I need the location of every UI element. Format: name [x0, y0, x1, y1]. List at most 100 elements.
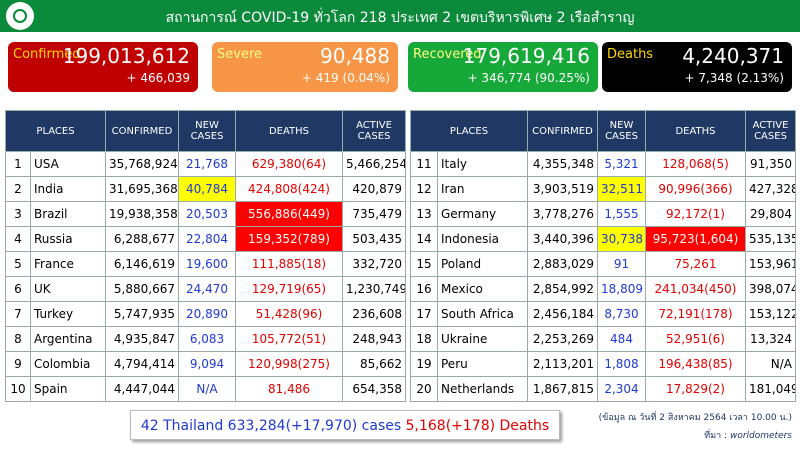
- title: สถานการณ์ COVID-19 ทั่วโลก 218 ประเทศ 2 …: [165, 10, 635, 26]
- table-cell: 556,886(449): [235, 201, 343, 227]
- source: worldometers: [729, 431, 792, 441]
- table-cell: 3: [5, 201, 31, 227]
- table-cell: Peru: [437, 351, 528, 377]
- data-table: PLACES CONFIRMED NEW CASES DEATHS ACTIVE CAS…: [5, 110, 406, 402]
- date-note: (ข้อมูล ณ วันที่ 2 สิงหาคม 2564 เวลา 10.…: [598, 413, 792, 423]
- table-cell: 120,998(275): [235, 351, 343, 377]
- table-cell: 8,730: [597, 301, 646, 327]
- table-cell: 1,555: [597, 201, 646, 227]
- table-cell: 153,122: [745, 301, 796, 327]
- column-header: ACTIVE CASES: [342, 110, 406, 152]
- table-cell: 2,113,201: [527, 351, 598, 377]
- table-row: 9 Colombia 4,794,414 9,094 120,998(275) 85,66…: [5, 351, 406, 377]
- table-cell: 81,486: [235, 376, 343, 402]
- table-row: 20 Netherlands 1,867,815 2,304 17,829(2) 181,…: [410, 376, 796, 402]
- source-note: ที่มา : worldometers: [704, 428, 792, 442]
- table-cell: 24,470: [178, 276, 236, 302]
- table-row: 3 Brazil 19,938,358 20,503 556,886(449) 735,4…: [5, 201, 406, 227]
- table-cell: 2,253,269: [527, 326, 598, 352]
- table-cell: Indonesia: [437, 226, 528, 252]
- table-cell: 398,074: [745, 276, 796, 302]
- table-cell: 13,324: [745, 326, 796, 352]
- card-value: 199,013,612: [62, 44, 190, 68]
- table-cell: 19: [410, 351, 438, 377]
- card-value: 4,240,371: [682, 44, 784, 68]
- table-cell: Brazil: [30, 201, 106, 227]
- table-cell: 10: [5, 376, 31, 402]
- table-cell: 20: [410, 376, 438, 402]
- table-cell: 129,719(65): [235, 276, 343, 302]
- table-cell: 17: [410, 301, 438, 327]
- table-cell: 1,230,749: [342, 276, 406, 302]
- table-cell: 236,608: [342, 301, 406, 327]
- table-row: 17 South Africa 2,456,184 8,730 72,191(178) 1…: [410, 301, 796, 327]
- table-cell: 14: [410, 226, 438, 252]
- column-header: DEATHS: [645, 110, 746, 152]
- table-cell: Italy: [437, 151, 528, 177]
- header-row: PLACES CONFIRMED NEW CASES DEATHS ACTIVE CAS…: [5, 110, 406, 152]
- table-cell: 22,804: [178, 226, 236, 252]
- table-cell: 20,503: [178, 201, 236, 227]
- table-cell: Netherlands: [437, 376, 528, 402]
- table-cell: 3,440,396: [527, 226, 598, 252]
- table-cell: 427,328: [745, 176, 796, 202]
- table-cell: 18,809: [597, 276, 646, 302]
- column-header: CONFIRMED: [527, 110, 598, 152]
- table-cell: 181,049: [745, 376, 796, 402]
- table-cell: 75,261: [645, 251, 746, 277]
- header-bar: สถานการณ์ COVID-19 ทั่วโลก 218 ประเทศ 2 …: [0, 0, 800, 32]
- table-cell: 9: [5, 351, 31, 377]
- table-row: 12 Iran 3,903,519 32,511 90,996(366) 427,328: [410, 176, 796, 202]
- table-cell: 5,747,935: [105, 301, 179, 327]
- table-cell: 248,943: [342, 326, 406, 352]
- table-cell: 654,358: [342, 376, 406, 402]
- table-cell: 11: [410, 151, 438, 177]
- table-cell: 5: [5, 251, 31, 277]
- table-cell: 8: [5, 326, 31, 352]
- table-cell: 2,304: [597, 376, 646, 402]
- table-cell: 3,903,519: [527, 176, 598, 202]
- table-cell: Iran: [437, 176, 528, 202]
- table-row: 14 Indonesia 3,440,396 30,738 95,723(1,604) 5…: [410, 226, 796, 252]
- table-cell: 16: [410, 276, 438, 302]
- card-value: 90,488: [320, 44, 390, 68]
- table-cell: 735,479: [342, 201, 406, 227]
- column-header: PLACES: [5, 110, 106, 152]
- table-cell: 32,511: [597, 176, 646, 202]
- card-change: + 419 (0.04%): [301, 71, 390, 85]
- table-row: 16 Mexico 2,854,992 18,809 241,034(450) 398,0…: [410, 276, 796, 302]
- table-cell: 90,996(366): [645, 176, 746, 202]
- table-cell: 241,034(450): [645, 276, 746, 302]
- table-cell: UK: [30, 276, 106, 302]
- table-cell: 111,885(18): [235, 251, 343, 277]
- table-cell: 40,784: [178, 176, 236, 202]
- card-value: 179,619,416: [462, 44, 590, 68]
- table-cell: 91: [597, 251, 646, 277]
- table-row: 15 Poland 2,883,029 91 75,261 153,961: [410, 251, 796, 277]
- card-label: Confirmed: [13, 47, 81, 62]
- thailand-summary: 42 Thailand 633,284(+17,970) cases 5,168…: [130, 410, 560, 440]
- table-cell: 5,880,667: [105, 276, 179, 302]
- table-cell: South Africa: [437, 301, 528, 327]
- table-cell: 6,083: [178, 326, 236, 352]
- table-cell: 196,438(85): [645, 351, 746, 377]
- table-cell: 18: [410, 326, 438, 352]
- table-cell: 332,720: [342, 251, 406, 277]
- table-cell: 424,808(424): [235, 176, 343, 202]
- table-cell: 629,380(64): [235, 151, 343, 177]
- card-label: Severe: [217, 47, 262, 62]
- table-cell: 35,768,924: [105, 151, 179, 177]
- table-cell: Germany: [437, 201, 528, 227]
- table-cell: 4,447,044: [105, 376, 179, 402]
- table-cell: 95,723(1,604): [645, 226, 746, 252]
- table-cell: 29,804: [745, 201, 796, 227]
- table-cell: 4,935,847: [105, 326, 179, 352]
- table-cell: 2: [5, 176, 31, 202]
- thailand-deaths: 5,168(+178) Deaths: [405, 418, 550, 434]
- table-row: 2 India 31,695,368 40,784 424,808(424) 420,87…: [5, 176, 406, 202]
- header-row: PLACES CONFIRMED NEW CASES DEATHS ACTIVE CAS…: [410, 110, 796, 152]
- table-row: 6 UK 5,880,667 24,470 129,719(65) 1,230,749: [5, 276, 406, 302]
- table-cell: 91,350: [745, 151, 796, 177]
- table-cell: 12: [410, 176, 438, 202]
- table-cell: Poland: [437, 251, 528, 277]
